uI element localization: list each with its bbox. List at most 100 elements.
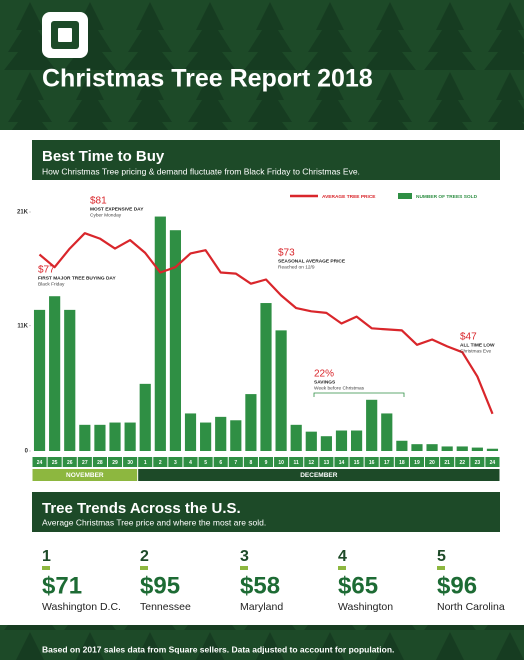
bar [64, 309, 76, 451]
annotation-value: $77 [38, 265, 55, 276]
bar [154, 216, 166, 451]
x-tick-label: 16 [369, 460, 375, 466]
x-tick-label: 2 [159, 460, 162, 466]
x-tick-cell [440, 457, 455, 467]
annotation-note: Black Friday [38, 281, 65, 287]
x-tick-label: 18 [399, 460, 405, 466]
x-tick-label: 5 [204, 460, 207, 466]
x-tick-label: 13 [324, 460, 330, 466]
rank: 4 [338, 548, 347, 565]
bar [426, 444, 438, 451]
place: Washington D.C. [42, 601, 121, 613]
bar [33, 309, 46, 451]
bar [260, 303, 272, 451]
x-tick-label: 3 [174, 460, 177, 466]
annotation-title: MOST EXPENSIVE DAY [90, 206, 144, 212]
x-tick-cell [349, 457, 364, 467]
annotation-value: 22% [314, 369, 334, 380]
x-tick-cell [77, 457, 92, 467]
annotation-title: SAVINGS [314, 379, 336, 385]
bar [215, 416, 227, 451]
x-tick-label: 9 [265, 460, 268, 466]
x-tick-label: 11 [294, 460, 300, 466]
rank-dash [240, 566, 248, 570]
bar [350, 430, 363, 451]
bar [471, 447, 483, 451]
price: $65 [338, 572, 378, 599]
x-tick-cell [409, 457, 425, 467]
x-tick-cell [228, 457, 243, 467]
x-tick-label: 6 [219, 460, 222, 466]
price-line [38, 232, 494, 415]
x-tick-cell [32, 457, 47, 467]
rank-dash [42, 566, 50, 570]
x-tick-cell [183, 457, 198, 467]
x-tick-label: 4 [189, 460, 192, 466]
x-tick-label: 19 [414, 460, 420, 466]
x-tick-label: 29 [112, 460, 118, 466]
month-label: NOVEMBER [66, 472, 104, 479]
bar [305, 431, 317, 451]
price: $96 [437, 572, 477, 599]
bar [366, 399, 378, 451]
x-tick-cell [62, 457, 77, 467]
x-tick-label: 14 [339, 460, 345, 466]
y-tick-label: 11K [17, 323, 28, 329]
section-band [32, 140, 500, 180]
annotation-note: Reached on 12/9 [278, 264, 315, 270]
annotation-value: $73 [278, 248, 295, 259]
savings-bracket [313, 392, 405, 397]
bar [411, 444, 423, 451]
annotation-value: $81 [90, 196, 107, 207]
price: $58 [240, 572, 280, 599]
x-tick-label: 10 [278, 460, 284, 466]
bar [139, 383, 151, 451]
legend-label: AVERAGE TREE PRICE [322, 194, 376, 200]
x-tick-label: 25 [52, 460, 58, 466]
x-tick-cell [153, 457, 168, 467]
rank: 1 [42, 548, 51, 565]
x-tick-label: 22 [459, 460, 465, 466]
rank-dash [437, 566, 445, 570]
section-title: Best Time to Buy [42, 148, 165, 165]
x-tick-cell [470, 457, 485, 467]
bar [396, 440, 408, 451]
x-tick-label: 24 [490, 460, 496, 466]
logo-core [58, 28, 72, 42]
bar [200, 422, 212, 451]
section-subtitle: Average Christmas Tree price and where t… [42, 517, 266, 527]
page-title: Christmas Tree Report 2018 [42, 65, 373, 93]
section-subtitle: How Christmas Tree pricing & demand fluc… [42, 166, 360, 176]
bar [456, 446, 468, 451]
section-band [32, 492, 500, 532]
x-tick-cell [485, 457, 500, 467]
bar [275, 330, 287, 451]
y-tick-label: 0 [25, 449, 29, 455]
x-tick-cell [123, 457, 138, 467]
month-label: DECEMBER [300, 472, 338, 479]
price: $71 [42, 572, 82, 599]
bar [79, 424, 91, 451]
bar [230, 420, 242, 451]
bar [109, 422, 121, 451]
x-tick-label: 20 [429, 460, 435, 466]
x-tick-cell [379, 457, 394, 467]
x-tick-label: 23 [475, 460, 481, 466]
x-tick-label: 17 [384, 460, 390, 466]
x-tick-label: 8 [250, 460, 253, 466]
annotation-value: $47 [460, 332, 477, 343]
x-tick-label: 12 [309, 460, 315, 466]
x-tick-cell [394, 457, 409, 467]
rank: 2 [140, 548, 149, 565]
x-tick-label: 30 [127, 460, 133, 466]
x-tick-cell [198, 457, 213, 467]
rank: 5 [437, 548, 446, 565]
bar [245, 394, 257, 451]
section-title: Tree Trends Across the U.S. [42, 500, 241, 517]
bar [381, 413, 393, 451]
rank: 3 [240, 548, 249, 565]
x-tick-label: 15 [354, 460, 360, 466]
x-tick-label: 28 [97, 460, 103, 466]
place: Maryland [240, 601, 283, 613]
bar [184, 413, 197, 451]
